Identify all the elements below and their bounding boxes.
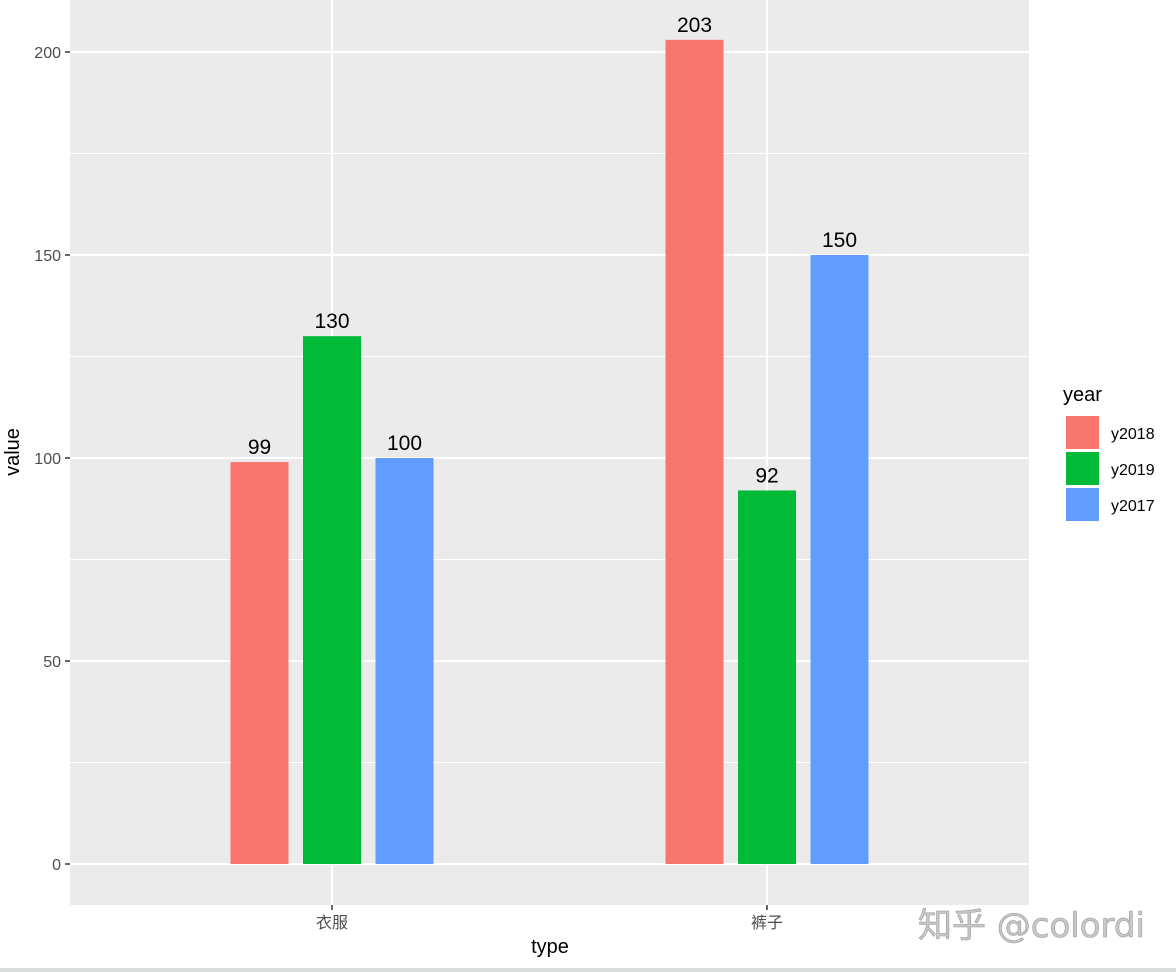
bar-y2017 bbox=[810, 255, 869, 864]
bar-y2019 bbox=[303, 336, 361, 864]
bar-value-label: 130 bbox=[314, 310, 349, 333]
x-axis: 衣服 裤子 bbox=[316, 905, 783, 932]
bar-value-label: 150 bbox=[822, 229, 857, 252]
legend-label: y2018 bbox=[1111, 426, 1155, 443]
watermark: 知乎 @colordi bbox=[918, 906, 1145, 946]
y-tick-label: 0 bbox=[52, 857, 61, 874]
legend-swatch-y2018 bbox=[1066, 416, 1099, 449]
bar-y2018 bbox=[230, 462, 289, 864]
bar-y2019 bbox=[738, 490, 796, 864]
bottom-border bbox=[0, 968, 1176, 972]
legend: year y2018 y2019 y2017 bbox=[1063, 384, 1155, 521]
legend-label: y2017 bbox=[1111, 498, 1155, 515]
bar-value-labels: 99 130 100 203 92 150 bbox=[248, 14, 857, 488]
y-axis: 0 50 100 150 200 bbox=[34, 45, 70, 874]
y-tick-label: 200 bbox=[34, 45, 61, 62]
legend-swatch-y2017 bbox=[1066, 488, 1099, 521]
bar-value-label: 92 bbox=[755, 464, 778, 487]
bar-value-label: 203 bbox=[677, 14, 712, 37]
bar-value-label: 100 bbox=[387, 432, 422, 455]
x-tick-label: 裤子 bbox=[751, 913, 783, 932]
y-axis-title: value bbox=[2, 428, 24, 476]
bar-y2018 bbox=[665, 39, 724, 864]
bar-y2017 bbox=[375, 458, 434, 864]
bars bbox=[230, 39, 869, 864]
legend-title: year bbox=[1063, 384, 1102, 406]
legend-label: y2019 bbox=[1111, 462, 1155, 479]
legend-swatch-y2019 bbox=[1066, 452, 1099, 485]
bar-value-label: 99 bbox=[248, 436, 271, 459]
x-tick-label: 衣服 bbox=[316, 913, 348, 932]
minor-gridlines bbox=[70, 153, 1029, 763]
y-tick-label: 150 bbox=[34, 248, 61, 265]
y-tick-label: 100 bbox=[34, 451, 61, 468]
major-gridlines bbox=[70, 51, 1029, 865]
plot-panel bbox=[70, 0, 1029, 905]
x-axis-title: type bbox=[531, 936, 569, 958]
y-tick-label: 50 bbox=[43, 654, 61, 671]
